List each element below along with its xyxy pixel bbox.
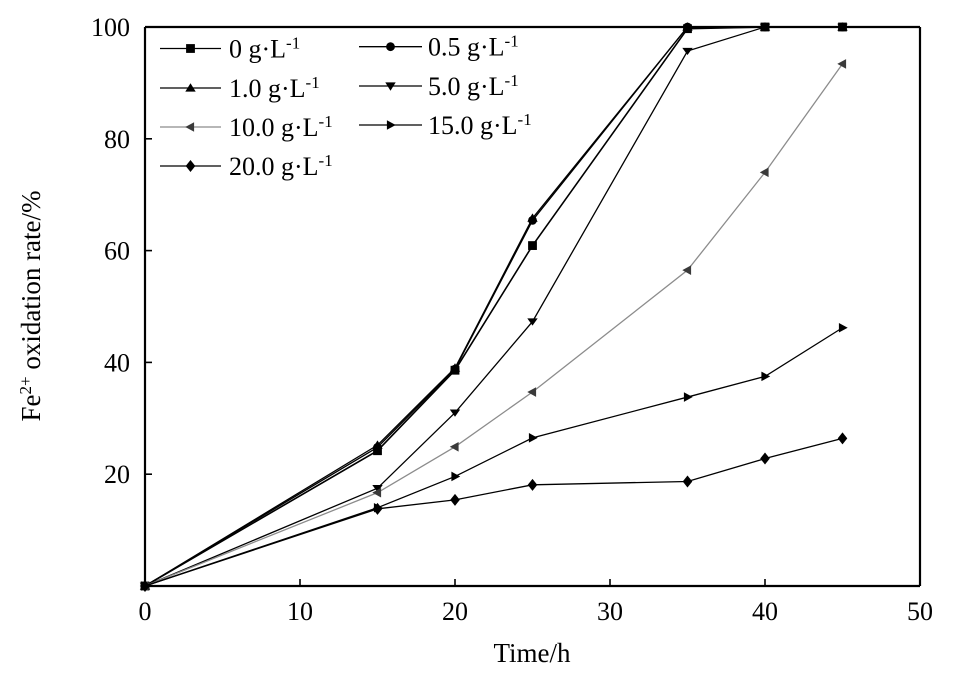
svg-text:40: 40	[752, 597, 778, 626]
svg-text:20.0 g·L-1: 20.0 g·L-1	[229, 151, 333, 182]
svg-text:10.0 g·L-1: 10.0 g·L-1	[229, 112, 333, 143]
svg-text:0: 0	[139, 597, 152, 626]
svg-text:80: 80	[104, 125, 130, 154]
svg-text:15.0 g·L-1: 15.0 g·L-1	[428, 110, 532, 141]
svg-text:20: 20	[442, 597, 468, 626]
svg-text:60: 60	[104, 237, 130, 266]
svg-text:50: 50	[907, 597, 933, 626]
svg-text:40: 40	[104, 348, 130, 377]
svg-text:100: 100	[91, 13, 130, 42]
svg-text:20: 20	[104, 460, 130, 489]
svg-text:30: 30	[597, 597, 623, 626]
svg-text:Time/h: Time/h	[493, 638, 571, 668]
svg-text:10: 10	[287, 597, 313, 626]
